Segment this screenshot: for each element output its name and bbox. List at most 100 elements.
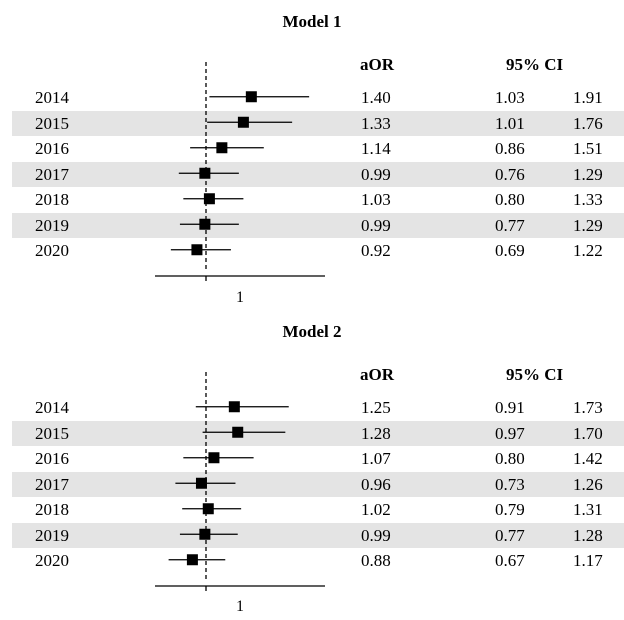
row-label: 2014 [35, 88, 69, 107]
table-row: 2018 1.03 0.80 1.33 [0, 187, 624, 213]
row-shading [12, 212, 624, 238]
aor-value: 0.99 [361, 525, 391, 545]
ci-lower-value: 1.03 [495, 88, 525, 107]
ci-upper-value: 1.17 [573, 551, 603, 570]
ci-lower-value: 0.79 [495, 500, 525, 519]
ci-upper-value: 1.26 [573, 474, 603, 494]
aor-value: 1.07 [361, 449, 391, 468]
ci-lower-value: 0.91 [495, 398, 525, 417]
point-estimate [237, 116, 249, 128]
point-estimate [232, 426, 244, 438]
ci-upper-value: 1.73 [573, 398, 603, 417]
ci-upper-value: 1.70 [573, 423, 603, 443]
point-estimate [216, 142, 228, 154]
point-estimate [203, 193, 215, 205]
row-label: 2019 [35, 215, 69, 235]
point-estimate [228, 401, 240, 413]
row-label: 2018 [35, 500, 69, 519]
model-1-panel: Model 1 aOR 95% CI 2014 1.40 1.03 1.91 2015 1… [0, 12, 624, 306]
aor-value: 1.28 [361, 423, 391, 443]
point-estimate [202, 503, 214, 515]
ci-upper-value: 1.91 [573, 88, 603, 107]
row-shading [12, 420, 624, 446]
ci-upper-value: 1.33 [573, 190, 603, 209]
forest-rows: 2014 1.25 0.91 1.73 2015 1.28 0.97 1.70 2016 1.07… [0, 395, 624, 574]
forest-plot-area [155, 62, 325, 281]
aor-value: 1.14 [361, 139, 391, 158]
table-row: 2019 0.99 0.77 1.29 [0, 212, 624, 238]
row-label: 2020 [35, 241, 69, 260]
ci-upper-value: 1.51 [573, 139, 603, 158]
aor-value: 1.02 [361, 500, 391, 519]
ci-lower-value: 0.86 [495, 139, 525, 158]
table-row: 2016 1.07 0.80 1.42 [0, 446, 624, 472]
row-label: 2018 [35, 190, 69, 209]
table-row: 2016 1.14 0.86 1.51 [0, 136, 624, 162]
table-row: 2020 0.92 0.69 1.22 [0, 238, 624, 264]
table-row: 2018 1.02 0.79 1.31 [0, 497, 624, 523]
aor-value: 1.03 [361, 190, 391, 209]
ci-lower-value: 0.76 [495, 164, 525, 184]
x-tick-label: 1 [236, 598, 244, 615]
point-estimate [199, 218, 211, 230]
aor-value: 0.99 [361, 164, 391, 184]
forest-rows: 2014 1.40 1.03 1.91 2015 1.33 1.01 1.76 2016 1.14… [0, 85, 624, 264]
table-row: 2017 0.96 0.73 1.26 [0, 471, 624, 497]
ci-lower-value: 0.69 [495, 241, 525, 260]
aor-value: 0.99 [361, 215, 391, 235]
row-label: 2016 [35, 139, 69, 158]
table-row: 2017 0.99 0.76 1.29 [0, 161, 624, 187]
table-row: 2019 0.99 0.77 1.28 [0, 522, 624, 548]
x-tick-label: 1 [236, 289, 244, 306]
point-estimate [191, 244, 203, 256]
aor-value: 1.40 [361, 88, 391, 107]
column-header-aor: aOR [360, 55, 394, 74]
row-label: 2017 [35, 164, 69, 184]
chart-title: Model 2 [282, 322, 342, 341]
aor-value: 1.33 [361, 113, 391, 133]
row-label: 2019 [35, 525, 69, 545]
point-estimate [245, 91, 257, 103]
point-estimate [208, 452, 220, 464]
row-label: 2015 [35, 423, 69, 443]
ci-lower-value: 0.73 [495, 474, 525, 494]
ci-lower-value: 0.80 [495, 190, 525, 209]
forest-plot-area [155, 372, 325, 591]
ci-upper-value: 1.28 [573, 525, 603, 545]
chart-title: Model 1 [282, 12, 342, 31]
row-label: 2016 [35, 449, 69, 468]
ci-upper-value: 1.29 [573, 164, 603, 184]
row-label: 2014 [35, 398, 69, 417]
row-shading [12, 161, 624, 187]
ci-upper-value: 1.42 [573, 449, 603, 468]
row-label: 2020 [35, 551, 69, 570]
ci-lower-value: 1.01 [495, 113, 525, 133]
ci-upper-value: 1.29 [573, 215, 603, 235]
table-row: 2015 1.28 0.97 1.70 [0, 420, 624, 446]
aor-value: 0.96 [361, 474, 391, 494]
point-estimate [199, 528, 211, 540]
model-2-panel: Model 2 aOR 95% CI 2014 1.25 0.91 1.73 2015 1… [0, 310, 624, 615]
column-header-ci: 95% CI [506, 365, 564, 384]
ci-lower-value: 0.80 [495, 449, 525, 468]
ci-upper-value: 1.31 [573, 500, 603, 519]
point-estimate [195, 477, 207, 489]
row-label: 2015 [35, 113, 69, 133]
aor-value: 0.92 [361, 241, 391, 260]
column-header-ci: 95% CI [506, 55, 564, 74]
point-estimate [186, 554, 198, 566]
ci-upper-value: 1.76 [573, 113, 603, 133]
aor-value: 0.88 [361, 551, 391, 570]
row-shading [12, 471, 624, 497]
row-shading [12, 110, 624, 136]
aor-value: 1.25 [361, 398, 391, 417]
ci-upper-value: 1.22 [573, 241, 603, 260]
row-shading [12, 522, 624, 548]
table-row: 2014 1.40 1.03 1.91 [0, 85, 624, 111]
table-row: 2015 1.33 1.01 1.76 [0, 110, 624, 136]
column-header-aor: aOR [360, 365, 394, 384]
ci-lower-value: 0.77 [495, 525, 525, 545]
table-row: 2014 1.25 0.91 1.73 [0, 395, 624, 421]
ci-lower-value: 0.97 [495, 423, 525, 443]
point-estimate [199, 167, 211, 179]
